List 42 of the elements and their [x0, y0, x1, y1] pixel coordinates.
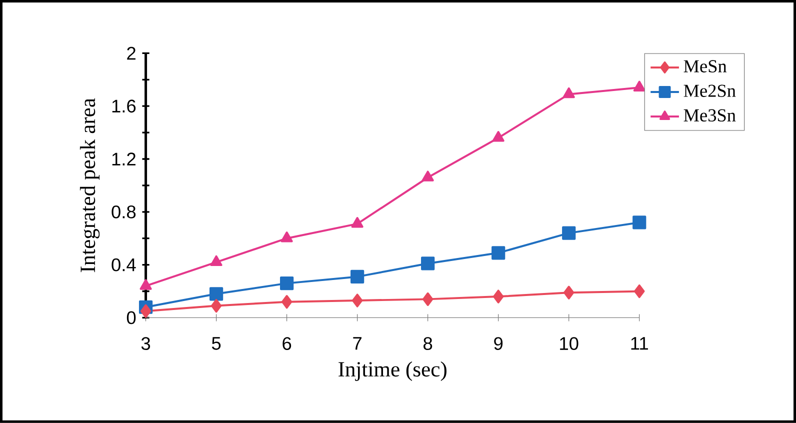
point — [140, 304, 152, 318]
x-axis-title: Injtime (sec) — [338, 361, 446, 382]
x-tick-label: 8 — [424, 337, 432, 350]
x-tick-label: 11 — [631, 337, 648, 350]
point — [562, 87, 575, 98]
point — [422, 292, 434, 306]
point — [280, 232, 293, 242]
point — [351, 217, 364, 228]
point — [352, 294, 363, 308]
legend-label: MeSn — [684, 60, 727, 73]
y-tick-label: 0 — [126, 311, 136, 324]
point — [210, 255, 222, 266]
x-tick-label: 5 — [212, 337, 221, 350]
point — [562, 226, 576, 240]
x-tick-label: 7 — [353, 337, 362, 350]
x-tick-label: 9 — [494, 337, 503, 350]
x-tick-label: 3 — [141, 337, 150, 350]
y-tick-label: 0.4 — [112, 258, 136, 272]
legend-label: Me2Sn — [684, 84, 736, 98]
x-tick-label: 10 — [560, 337, 578, 350]
point — [281, 295, 292, 309]
x-tick-label: 6 — [282, 337, 292, 350]
y-axis-title: Integrated peak area — [80, 98, 100, 272]
y-tick-label: 2 — [127, 46, 136, 60]
point — [140, 279, 152, 290]
point — [632, 216, 646, 230]
y-tick-label: 1.2 — [112, 152, 136, 166]
point — [633, 80, 646, 92]
point — [634, 284, 645, 298]
point — [564, 286, 574, 300]
point — [350, 270, 364, 284]
point — [421, 256, 435, 270]
y-tick-label: 1.6 — [112, 100, 136, 113]
point — [492, 246, 506, 260]
point — [492, 290, 504, 304]
point — [210, 299, 222, 313]
legend-label: Me3Sn — [684, 109, 736, 122]
point — [422, 170, 434, 182]
point — [492, 131, 504, 142]
point — [280, 276, 294, 290]
point — [209, 287, 224, 301]
y-tick-label: 0.8 — [112, 206, 136, 218]
